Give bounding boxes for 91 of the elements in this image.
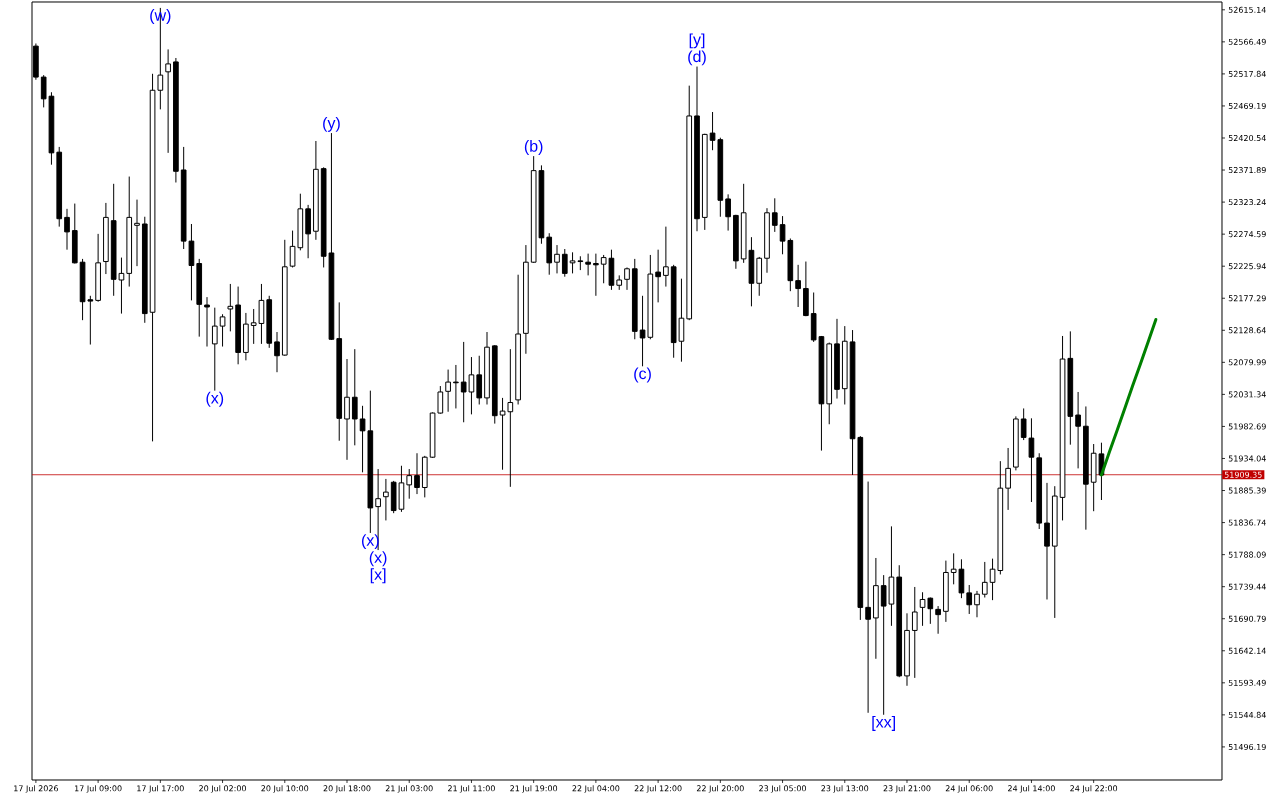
y-tick-label: 51690.79 <box>1228 615 1266 622</box>
x-tick-label: 21 Jul 11:00 <box>448 785 495 793</box>
candlestick <box>165 48 171 154</box>
y-tick-label: 52323.24 <box>1228 199 1266 206</box>
x-tick-label: 23 Jul 05:00 <box>759 785 806 793</box>
candlestick <box>453 364 459 409</box>
y-tick-label: 52371.89 <box>1228 167 1266 174</box>
candlestick <box>445 369 451 413</box>
candlestick <box>211 307 218 392</box>
candlestick <box>344 358 350 461</box>
candlestick <box>227 283 234 332</box>
ref-line-label: 51909.35 <box>1224 471 1262 478</box>
candlestick <box>795 264 801 308</box>
x-tick-label: 24 Jul 14:00 <box>1008 785 1055 793</box>
y-tick-label: 52177.29 <box>1228 295 1266 302</box>
candlestick <box>1044 482 1050 600</box>
candlestick <box>204 296 210 348</box>
candlestick <box>351 348 358 446</box>
y-tick-label: 51593.49 <box>1228 679 1266 686</box>
candlestick <box>383 478 389 521</box>
candlestick <box>414 452 420 495</box>
candlestick <box>935 605 941 635</box>
candlestick <box>981 561 988 599</box>
x-tick-label: 24 Jul 22:00 <box>1070 785 1118 793</box>
annotation: (d) <box>688 50 706 66</box>
x-tick-label: 24 Jul 06:00 <box>945 785 993 793</box>
y-tick-label: 52274.59 <box>1228 231 1266 238</box>
y-tick-label: 52128.64 <box>1228 327 1266 334</box>
candlestick <box>911 586 918 679</box>
x-tick-label: 21 Jul 19:00 <box>510 785 558 793</box>
candlestick <box>974 590 980 618</box>
y-tick-label: 52225.94 <box>1228 263 1266 270</box>
annotation: [y] <box>689 33 705 49</box>
annotation: (x) <box>369 551 387 567</box>
candlestick <box>554 244 560 274</box>
candlestick <box>663 226 669 288</box>
candlestick <box>966 584 973 615</box>
candlestick <box>274 331 280 373</box>
x-tick-label: 23 Jul 13:00 <box>821 785 869 793</box>
y-tick-label: 52469.19 <box>1228 102 1266 109</box>
y-tick-label: 52031.34 <box>1228 391 1266 398</box>
candlestick <box>585 253 591 276</box>
annotation: (y) <box>323 116 340 132</box>
x-tick-label: 22 Jul 12:00 <box>634 785 682 793</box>
x-tick-label: 21 Jul 03:00 <box>385 785 433 793</box>
x-tick-label: 17 Jul 17:00 <box>137 785 184 793</box>
candlestick <box>865 481 871 714</box>
candlestick <box>561 248 568 278</box>
candlestick <box>1005 447 1011 511</box>
candlestick <box>593 253 599 297</box>
candlestick <box>219 313 226 348</box>
candlestick <box>771 197 778 233</box>
y-tick-label: 51982.69 <box>1228 423 1266 430</box>
candlestick <box>359 405 366 473</box>
x-tick-label: 20 Jul 10:00 <box>261 785 309 793</box>
x-tick-label: 23 Jul 21:00 <box>883 785 931 793</box>
annotation: (c) <box>634 367 651 383</box>
y-tick-label: 52079.99 <box>1228 359 1266 366</box>
x-tick-label: 22 Jul 20:00 <box>696 785 744 793</box>
y-tick-label: 51934.04 <box>1228 455 1266 462</box>
candlestick <box>1020 407 1027 441</box>
candlestick <box>725 193 731 232</box>
x-tick-label: 22 Jul 04:00 <box>572 785 620 793</box>
candlestick <box>655 249 661 303</box>
line-series <box>1099 318 1158 477</box>
x-tick-label: 20 Jul 02:00 <box>199 785 247 793</box>
y-tick-label: 52517.84 <box>1228 70 1266 77</box>
y-tick-label: 51544.84 <box>1228 711 1266 718</box>
y-tick-label: 51642.14 <box>1228 647 1266 654</box>
candlestick <box>64 208 70 251</box>
y-tick-label: 51739.44 <box>1228 583 1266 590</box>
y-tick-label: 52615.14 <box>1228 6 1266 13</box>
annotation: (x) <box>206 391 224 407</box>
y-tick-label: 51885.39 <box>1228 487 1266 494</box>
y-tick-label: 52566.49 <box>1228 38 1266 45</box>
y-tick-label: 51496.19 <box>1228 743 1266 750</box>
candlestick <box>406 468 413 500</box>
y-tick-label: 52420.54 <box>1228 134 1266 142</box>
annotation: [xx] <box>872 715 895 731</box>
annotation: [x] <box>370 568 386 584</box>
candlestick <box>1075 391 1081 469</box>
candlestick <box>476 355 483 405</box>
candlestick <box>1028 417 1035 503</box>
x-tick-label: 17 Jul 2026 <box>14 785 59 793</box>
y-tick-label: 51788.09 <box>1228 551 1266 558</box>
x-tick-label: 17 Jul 09:00 <box>75 785 122 793</box>
candlestick <box>134 199 140 267</box>
x-tick-label: 20 Jul 18:00 <box>323 785 371 793</box>
candlestick <box>624 266 630 291</box>
y-tick-label: 51836.74 <box>1228 519 1266 526</box>
annotation: (b) <box>524 140 543 155</box>
